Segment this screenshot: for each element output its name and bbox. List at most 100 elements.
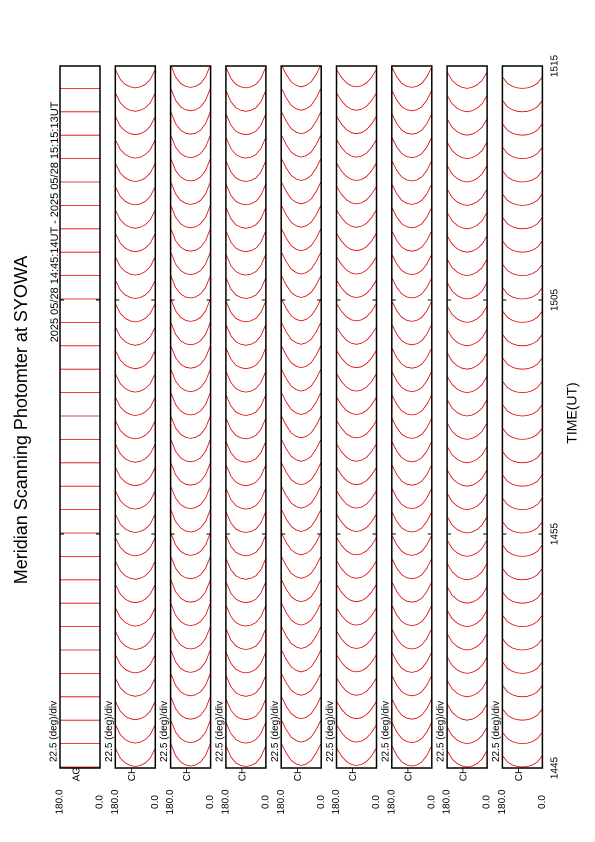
scan-curve [447, 95, 488, 113]
panel-frame [280, 65, 322, 769]
scan-curve [391, 651, 432, 673]
scan-curve [336, 139, 377, 158]
y-tick-label: 0.0 [482, 795, 493, 809]
scan-curve [225, 113, 266, 136]
scan-curve [502, 427, 543, 440]
scan-curve [502, 544, 543, 557]
scan-curve [225, 207, 266, 229]
scan-curve [391, 417, 432, 439]
scan-curve [170, 321, 211, 346]
channel-label: CH [182, 767, 193, 781]
scan-curve [281, 274, 322, 298]
y-tick-label: 180.0 [221, 789, 232, 814]
scan-curve [225, 464, 266, 487]
scan-curve [281, 368, 322, 392]
scan-curve [336, 513, 377, 532]
scan-curve [336, 700, 377, 720]
scan-curve [336, 654, 377, 673]
scan-curve [447, 586, 488, 604]
scan-curve [170, 391, 211, 416]
scan-curve [281, 508, 322, 532]
scan-curve [447, 375, 488, 394]
scan-curve [225, 347, 266, 370]
scan-curve [391, 464, 432, 486]
scan-curve [115, 467, 156, 487]
x-tick-label: 1445 [550, 756, 561, 779]
scan-curve [225, 136, 266, 159]
scan-curve [281, 321, 322, 345]
scan-curve [115, 326, 156, 346]
scan-curve [115, 654, 156, 674]
scan-curve [391, 160, 432, 182]
scan-curve [170, 181, 211, 205]
scan-curve [225, 66, 266, 89]
scan-curve [281, 649, 322, 673]
scan-curve [115, 490, 156, 510]
scan-curve [225, 230, 266, 253]
y-tick-label: 180.0 [497, 789, 508, 814]
scan-curve [281, 672, 322, 696]
y-tick-label: 0.0 [95, 795, 106, 809]
scan-curve [502, 685, 543, 698]
scan-curve [225, 651, 266, 674]
scan-curve [502, 170, 543, 183]
scan-curve [281, 696, 322, 720]
scan-curve [170, 298, 211, 322]
scan-curve [281, 157, 322, 181]
panel [281, 66, 322, 766]
scan-curve [447, 71, 488, 89]
scan-curve [502, 380, 543, 394]
scan-curve [115, 724, 156, 744]
scan-curve [502, 334, 543, 347]
scan-curve [502, 521, 543, 534]
scan-curve [115, 186, 156, 206]
scan-curve [170, 87, 211, 112]
scan-curve [281, 602, 322, 626]
scan-curve [225, 487, 266, 510]
scan-curve [115, 233, 156, 253]
scan-curve [391, 253, 432, 276]
scan-curve [170, 602, 211, 627]
scan-curve [336, 466, 377, 486]
scan-curve [170, 696, 211, 720]
scale-label: 22.5 (deg)/div [215, 701, 226, 762]
scan-curve [281, 111, 322, 135]
panel-frame [501, 65, 544, 769]
scan-curve [336, 232, 377, 252]
scan-curve [225, 628, 266, 650]
y-tick-label: 180.0 [110, 789, 121, 814]
scan-curve [225, 534, 266, 557]
scan-curve [447, 750, 488, 768]
scan-curve [447, 235, 488, 253]
panel-frame [335, 65, 378, 769]
scan-curve [336, 607, 377, 626]
scan-curve [170, 485, 211, 510]
scale-label: 22.5 (deg)/div [436, 701, 447, 762]
scan-curve [170, 672, 211, 697]
panel [60, 88, 100, 768]
scan-curve [391, 347, 432, 369]
scan-curve [115, 209, 156, 229]
scan-curve [281, 579, 322, 603]
scale-label: 22.5 (deg)/div [159, 701, 170, 762]
scan-curve [170, 508, 211, 533]
scan-curve [447, 469, 488, 487]
channel-label: CH [348, 767, 359, 781]
y-tick-label: 180.0 [165, 789, 176, 814]
scan-curve [502, 217, 543, 230]
scan-curve [447, 516, 488, 534]
scan-curve [502, 146, 543, 160]
scan-curve [336, 349, 377, 369]
scan-curve [502, 708, 543, 721]
y-tick-label: 180.0 [386, 789, 397, 814]
scan-curve [225, 604, 266, 627]
scan-curve [170, 228, 211, 252]
scan-curve [115, 69, 156, 89]
scan-curve [391, 300, 432, 322]
channel-label: CH [293, 767, 304, 781]
chart-title: Meridian Scanning Photomter at SYOWA [11, 256, 31, 584]
scan-curve [447, 282, 488, 300]
y-tick-label: 0.0 [537, 795, 548, 809]
panel [170, 66, 211, 767]
y-tick-label: 0.0 [371, 795, 382, 809]
